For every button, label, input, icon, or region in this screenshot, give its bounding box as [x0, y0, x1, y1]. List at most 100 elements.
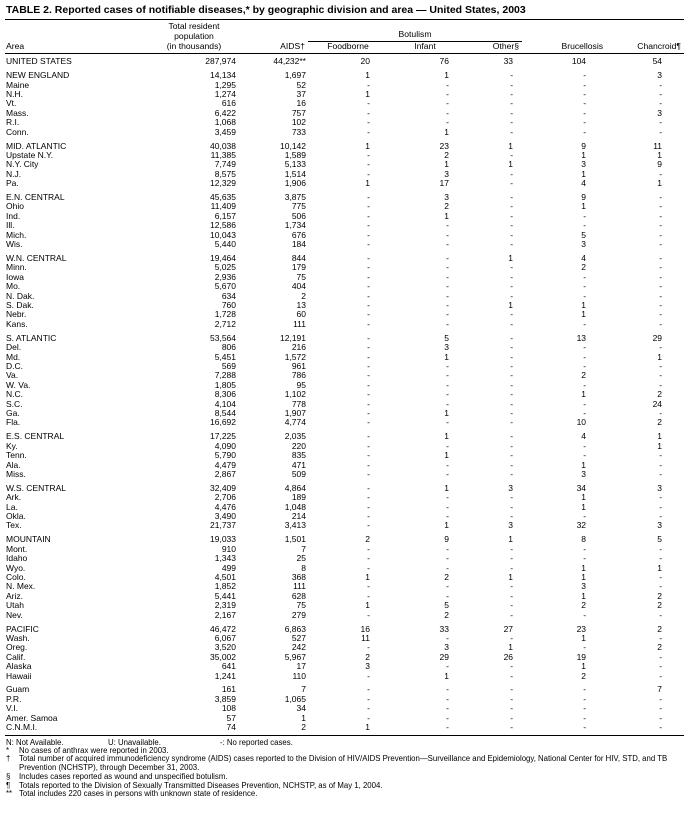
- value-cell: 1,065: [284, 694, 306, 704]
- foodborne-column-header: Foodborne: [308, 41, 388, 55]
- value-cell: -: [367, 361, 370, 371]
- value-cell: 189: [291, 493, 306, 503]
- value-cell: 1: [657, 150, 663, 160]
- table-row: Oreg. 3,520 242 - 3 1 - 2: [5, 643, 684, 652]
- value-cell: 3: [657, 71, 663, 81]
- value-cell: -: [446, 80, 449, 90]
- area-cell: Tex.: [6, 521, 22, 531]
- value-cell: -: [659, 409, 663, 418]
- value-cell: -: [446, 361, 449, 371]
- value-cell: -: [659, 469, 663, 479]
- value-cell: 4,501: [214, 573, 236, 582]
- value-cell: 33: [439, 624, 449, 634]
- table-row: NEW ENGLAND 14,134 1,697 1 1 - - 3: [5, 71, 684, 80]
- value-cell: 775: [291, 202, 306, 212]
- area-cell: Maine: [6, 80, 30, 90]
- value-cell: 2,712: [214, 319, 236, 329]
- footnote-symbol: §: [6, 771, 11, 781]
- value-cell: -: [583, 713, 587, 723]
- table-row: Upstate N.Y. 11,385 1,589 - 2 - 1 1: [5, 151, 684, 160]
- area-cell: Del.: [6, 343, 22, 353]
- value-cell: -: [446, 441, 449, 451]
- value-cell: 32: [576, 521, 587, 531]
- value-cell: 1: [581, 591, 587, 601]
- value-cell: 23: [576, 624, 587, 634]
- area-cell: N. Mex.: [6, 582, 36, 592]
- value-cell: -: [510, 582, 514, 592]
- value-cell: -: [583, 211, 587, 221]
- area-cell: Iowa: [6, 272, 24, 282]
- value-cell: 5,790: [214, 451, 236, 461]
- table-row: Ala. 4,479 471 - - - 1 -: [5, 461, 684, 470]
- table-row: V.I. 108 34 - - - - -: [5, 704, 684, 713]
- value-cell: 5: [581, 230, 587, 240]
- population-header: Total resident population: [146, 20, 250, 41]
- value-cell: 1: [365, 573, 370, 582]
- value-cell: 5,967: [284, 652, 306, 662]
- area-cell: V.I.: [6, 704, 18, 714]
- area-cell: Wyo.: [6, 563, 26, 573]
- value-cell: 1: [581, 301, 587, 311]
- area-cell: Colo.: [6, 573, 26, 582]
- area-cell: Ind.: [6, 211, 21, 221]
- table-row: N.Y. City 7,749 5,133 - 1 1 3 9: [5, 160, 684, 169]
- value-cell: -: [510, 211, 514, 221]
- area-cell: Okla.: [6, 512, 26, 522]
- footnote-symbol: ¶: [6, 780, 11, 790]
- value-cell: 12,329: [210, 179, 236, 189]
- value-cell: 3: [581, 160, 587, 170]
- value-cell: 1,241: [214, 671, 236, 681]
- value-cell: -: [367, 671, 370, 681]
- value-cell: 21,737: [210, 521, 236, 531]
- value-cell: -: [510, 591, 514, 601]
- area-header-spacer: [5, 20, 146, 41]
- value-cell: 1: [657, 563, 663, 573]
- value-cell: -: [583, 694, 587, 704]
- value-cell: 509: [291, 469, 306, 479]
- value-cell: 641: [221, 662, 236, 672]
- value-cell: -: [659, 380, 663, 390]
- value-cell: 1: [581, 502, 587, 512]
- value-cell: -: [510, 418, 514, 428]
- value-cell: 1: [365, 179, 370, 189]
- value-cell: 11: [361, 633, 370, 643]
- value-cell: 17,225: [210, 432, 236, 442]
- value-cell: 17: [296, 662, 306, 672]
- value-cell: -: [659, 319, 663, 329]
- value-cell: 1: [508, 643, 514, 653]
- value-cell: 6,422: [214, 108, 236, 118]
- value-cell: 961: [291, 361, 306, 371]
- value-cell: -: [446, 230, 449, 240]
- value-cell: -: [583, 399, 587, 409]
- value-cell: -: [510, 230, 514, 240]
- value-cell: -: [367, 319, 370, 329]
- value-cell: 844: [291, 254, 306, 263]
- value-cell: 10: [576, 418, 587, 428]
- value-cell: 279: [291, 610, 306, 620]
- value-cell: -: [446, 493, 449, 503]
- area-cell: Wash.: [6, 633, 30, 643]
- value-cell: -: [367, 418, 370, 428]
- value-cell: -: [367, 380, 370, 390]
- value-cell: -: [446, 633, 449, 643]
- area-cell: Wis.: [6, 240, 23, 250]
- botulism-group-header: Botulism: [308, 20, 523, 42]
- value-cell: 1: [444, 432, 449, 442]
- area-cell: Nebr.: [6, 310, 27, 320]
- value-cell: -: [446, 319, 449, 329]
- value-cell: -: [659, 118, 663, 128]
- value-cell: -: [583, 610, 587, 620]
- value-cell: 10,142: [280, 141, 306, 151]
- value-cell: 2: [657, 643, 663, 653]
- table-row: Mont. 910 7 - - - - -: [5, 545, 684, 554]
- value-cell: 1: [301, 713, 306, 723]
- value-cell: -: [367, 502, 370, 512]
- value-cell: -: [659, 573, 663, 582]
- area-cell: Conn.: [6, 127, 29, 137]
- value-cell: -: [659, 202, 663, 212]
- value-cell: 3: [581, 469, 587, 479]
- table-row: Alaska 641 17 3 - - 1 -: [5, 662, 684, 671]
- value-cell: -: [659, 301, 663, 311]
- value-cell: 2: [301, 723, 306, 733]
- brucellosis-header-spacer: [522, 20, 606, 41]
